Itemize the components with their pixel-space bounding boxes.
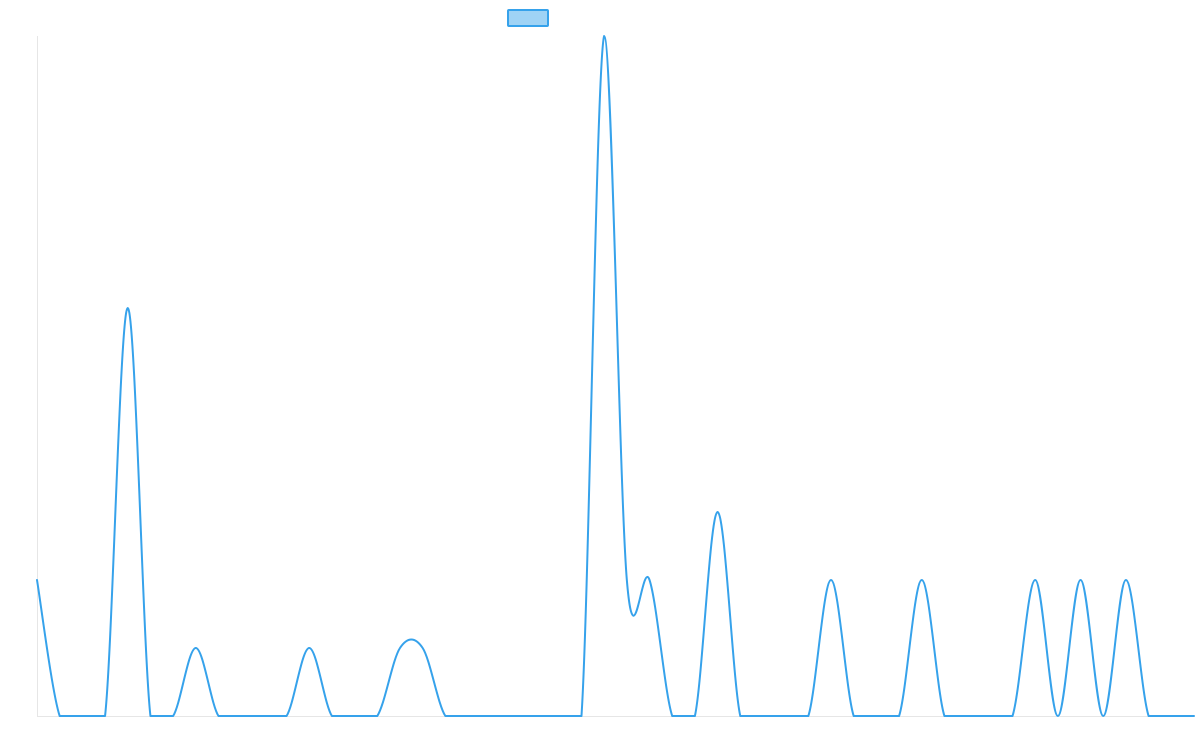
data-point[interactable] bbox=[306, 645, 312, 651]
data-point[interactable] bbox=[647, 577, 653, 583]
data-point[interactable] bbox=[851, 713, 857, 719]
data-point[interactable] bbox=[896, 713, 902, 719]
data-point[interactable] bbox=[692, 713, 698, 719]
data-point[interactable] bbox=[715, 509, 721, 515]
data-point[interactable] bbox=[737, 713, 743, 719]
data-point[interactable] bbox=[828, 577, 834, 583]
data-point[interactable] bbox=[34, 577, 40, 583]
data-point[interactable] bbox=[147, 713, 153, 719]
data-point[interactable] bbox=[919, 577, 925, 583]
data-point[interactable] bbox=[261, 713, 267, 719]
data-point[interactable] bbox=[1055, 713, 1061, 719]
data-point[interactable] bbox=[102, 713, 108, 719]
data-point[interactable] bbox=[941, 713, 947, 719]
data-point[interactable] bbox=[397, 645, 403, 651]
data-point[interactable] bbox=[1168, 713, 1174, 719]
data-point[interactable] bbox=[601, 33, 607, 39]
data-point[interactable] bbox=[352, 713, 358, 719]
data-point[interactable] bbox=[79, 713, 85, 719]
data-point[interactable] bbox=[1100, 713, 1106, 719]
data-point[interactable] bbox=[57, 713, 63, 719]
data-point[interactable] bbox=[420, 645, 426, 651]
data-point[interactable] bbox=[215, 713, 221, 719]
data-point[interactable] bbox=[238, 713, 244, 719]
data-point[interactable] bbox=[1191, 713, 1197, 719]
data-point[interactable] bbox=[1032, 577, 1038, 583]
data-point[interactable] bbox=[193, 645, 199, 651]
data-point[interactable] bbox=[1123, 577, 1129, 583]
data-point[interactable] bbox=[964, 713, 970, 719]
data-point[interactable] bbox=[284, 713, 290, 719]
series-layer bbox=[34, 33, 1197, 719]
data-point[interactable] bbox=[760, 713, 766, 719]
series-line-0[interactable] bbox=[36, 35, 1195, 717]
data-point[interactable] bbox=[488, 713, 494, 719]
data-point[interactable] bbox=[987, 713, 993, 719]
data-point[interactable] bbox=[374, 713, 380, 719]
data-point[interactable] bbox=[442, 713, 448, 719]
data-point[interactable] bbox=[1146, 713, 1152, 719]
data-point[interactable] bbox=[669, 713, 675, 719]
data-point[interactable] bbox=[1078, 577, 1084, 583]
data-point[interactable] bbox=[873, 713, 879, 719]
data-point[interactable] bbox=[578, 713, 584, 719]
data-point[interactable] bbox=[510, 713, 516, 719]
data-point[interactable] bbox=[1010, 713, 1016, 719]
data-point[interactable] bbox=[556, 713, 562, 719]
data-point[interactable] bbox=[329, 713, 335, 719]
data-point[interactable] bbox=[783, 713, 789, 719]
data-point[interactable] bbox=[125, 305, 131, 311]
data-point[interactable] bbox=[465, 713, 471, 719]
data-point[interactable] bbox=[624, 577, 630, 583]
data-point[interactable] bbox=[805, 713, 811, 719]
legend-swatch[interactable] bbox=[507, 9, 549, 27]
data-point[interactable] bbox=[533, 713, 539, 719]
data-point[interactable] bbox=[170, 713, 176, 719]
